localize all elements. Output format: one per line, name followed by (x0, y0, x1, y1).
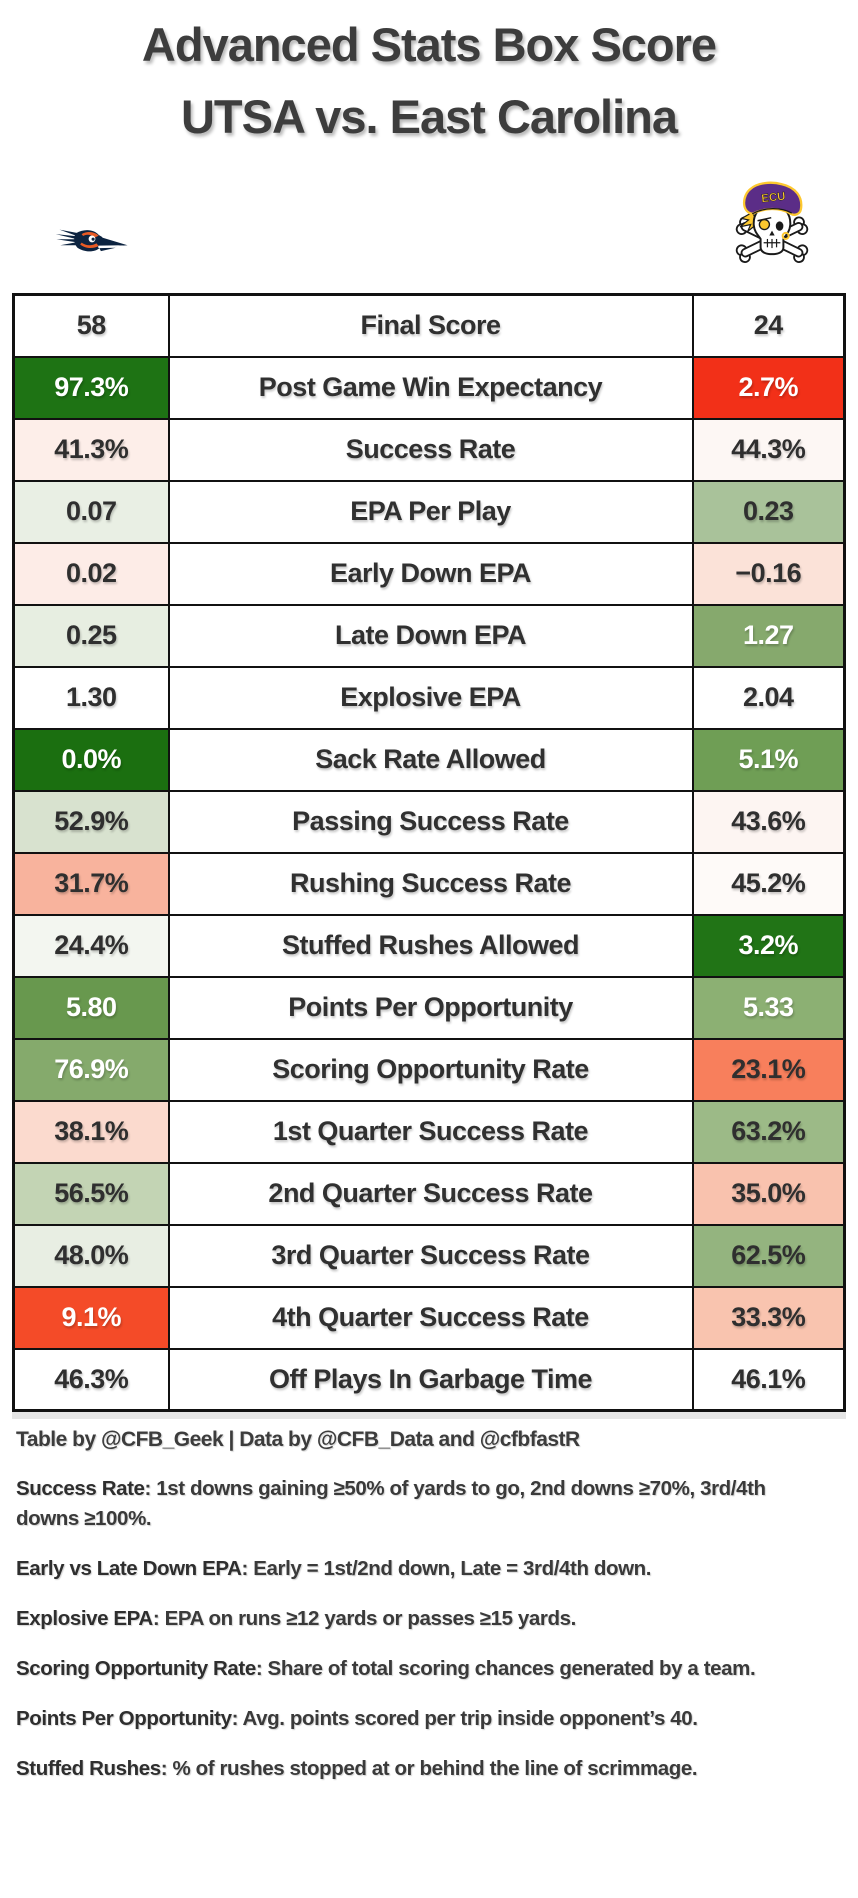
utsa-value-cell: 97.3% (12, 355, 170, 420)
utsa-value-cell: 9.1% (12, 1285, 170, 1350)
table-row: 58 Final Score 24 (12, 293, 846, 358)
footnote-text: : Share of total scoring chances generat… (255, 1657, 756, 1680)
table-row: 0.07 EPA Per Play 0.23 (12, 479, 846, 544)
footnote-text: : 1st downs gaining ≥50% of yards to go,… (16, 1477, 766, 1530)
table-row: 1.30 Explosive EPA 2.04 (12, 665, 846, 730)
utsa-value-cell: 5.80 (12, 975, 170, 1040)
stat-label-cell: 4th Quarter Success Rate (167, 1285, 694, 1350)
utsa-value-cell: 0.25 (12, 603, 170, 668)
footnote: Stuffed Rushes: % of rushes stopped at o… (16, 1754, 816, 1784)
stat-label-cell: 2nd Quarter Success Rate (167, 1161, 694, 1226)
utsa-value-cell: 1.30 (12, 665, 170, 730)
footnote-text: : % of rushes stopped at or behind the l… (160, 1757, 698, 1780)
ecu-value-cell: 43.6% (691, 789, 846, 854)
table-row: 24.4% Stuffed Rushes Allowed 3.2% (12, 913, 846, 978)
table-row: 76.9% Scoring Opportunity Rate 23.1% (12, 1037, 846, 1102)
footnote-text: : EPA on runs ≥12 yards or passes ≥15 ya… (152, 1607, 576, 1630)
stat-label-cell: Early Down EPA (167, 541, 694, 606)
page-title-line1: Advanced Stats Box Score (141, 18, 717, 71)
ecu-value-cell: 3.2% (691, 913, 846, 978)
ecu-value-cell: 63.2% (691, 1099, 846, 1164)
footnote: Success Rate: 1st downs gaining ≥50% of … (16, 1474, 816, 1534)
ecu-value-cell: 5.1% (691, 727, 846, 792)
utsa-value-cell: 0.07 (12, 479, 170, 544)
utsa-value-cell: 31.7% (12, 851, 170, 916)
stat-label-cell: Scoring Opportunity Rate (167, 1037, 694, 1102)
table-row: 46.3% Off Plays In Garbage Time 46.1% (12, 1347, 846, 1412)
ecu-value-cell: 2.7% (691, 355, 846, 420)
footnote-term: Early vs Late Down EPA (16, 1557, 242, 1580)
footnote-term: Success Rate (16, 1477, 145, 1500)
stat-label-cell: Late Down EPA (167, 603, 694, 668)
table-row: 38.1% 1st Quarter Success Rate 63.2% (12, 1099, 846, 1164)
footnote: Early vs Late Down EPA: Early = 1st/2nd … (16, 1554, 816, 1584)
footnotes: Success Rate: 1st downs gaining ≥50% of … (16, 1474, 816, 1784)
stat-label-cell: Success Rate (167, 417, 694, 482)
credit-line: Table by @CFB_Geek | Data by @CFB_Data a… (16, 1428, 580, 1451)
stat-label-cell: EPA Per Play (167, 479, 694, 544)
ecu-value-cell: 44.3% (691, 417, 846, 482)
footnote-text: : Avg. points scored per trip inside opp… (231, 1707, 698, 1730)
stat-label-cell: Post Game Win Expectancy (167, 355, 694, 420)
table-row: 56.5% 2nd Quarter Success Rate 35.0% (12, 1161, 846, 1226)
stat-label-cell: Points Per Opportunity (167, 975, 694, 1040)
ecu-value-cell: 35.0% (691, 1161, 846, 1226)
table-row: 31.7% Rushing Success Rate 45.2% (12, 851, 846, 916)
table-row: 41.3% Success Rate 44.3% (12, 417, 846, 482)
utsa-value-cell: 76.9% (12, 1037, 170, 1102)
table-row: 0.0% Sack Rate Allowed 5.1% (12, 727, 846, 792)
table-row: 5.80 Points Per Opportunity 5.33 (12, 975, 846, 1040)
footnote-term: Points Per Opportunity (16, 1707, 232, 1730)
stat-label-cell: Stuffed Rushes Allowed (167, 913, 694, 978)
stat-label-cell: Rushing Success Rate (167, 851, 694, 916)
stat-label-cell: Passing Success Rate (167, 789, 694, 854)
footnote-text: : Early = 1st/2nd down, Late = 3rd/4th d… (241, 1557, 652, 1580)
ecu-value-cell: 0.23 (691, 479, 846, 544)
ecu-value-cell: 46.1% (691, 1347, 846, 1412)
page-title-line2: UTSA vs. East Carolina (180, 90, 678, 143)
utsa-roadrunner-logo (55, 229, 128, 252)
advanced-stats-table: 58 Final Score 24 97.3% Post Game Win Expect… (12, 293, 846, 1412)
table-row: 9.1% 4th Quarter Success Rate 33.3% (12, 1285, 846, 1350)
utsa-value-cell: 56.5% (12, 1161, 170, 1226)
ecu-value-cell: −0.16 (691, 541, 846, 606)
stat-label-cell: Sack Rate Allowed (167, 727, 694, 792)
ecu-value-cell: 1.27 (691, 603, 846, 668)
utsa-value-cell: 48.0% (12, 1223, 170, 1288)
footnote: Scoring Opportunity Rate: Share of total… (16, 1654, 816, 1684)
stat-label-cell: Final Score (167, 293, 694, 358)
stat-label-cell: 3rd Quarter Success Rate (167, 1223, 694, 1288)
utsa-value-cell: 0.02 (12, 541, 170, 606)
footnote-term: Stuffed Rushes (16, 1757, 161, 1780)
utsa-value-cell: 52.9% (12, 789, 170, 854)
table-row: 0.02 Early Down EPA −0.16 (12, 541, 846, 606)
table-row: 0.25 Late Down EPA 1.27 (12, 603, 846, 668)
footnote: Points Per Opportunity: Avg. points scor… (16, 1704, 816, 1734)
ecu-value-cell: 23.1% (691, 1037, 846, 1102)
stat-label-cell: Off Plays In Garbage Time (167, 1347, 694, 1412)
stat-label-cell: 1st Quarter Success Rate (167, 1099, 694, 1164)
ecu-value-cell: 24 (691, 293, 846, 358)
stat-label-cell: Explosive EPA (167, 665, 694, 730)
ecu-pirate-logo: ECU (735, 181, 809, 263)
ecu-value-cell: 45.2% (691, 851, 846, 916)
table-row: 97.3% Post Game Win Expectancy 2.7% (12, 355, 846, 420)
utsa-value-cell: 41.3% (12, 417, 170, 482)
utsa-value-cell: 38.1% (12, 1099, 170, 1164)
team-logos-row: ECU (0, 180, 858, 266)
footnote-term: Scoring Opportunity Rate (16, 1657, 256, 1680)
footnote: Explosive EPA: EPA on runs ≥12 yards or … (16, 1604, 816, 1634)
ecu-value-cell: 5.33 (691, 975, 846, 1040)
table-row: 52.9% Passing Success Rate 43.6% (12, 789, 846, 854)
ecu-value-cell: 62.5% (691, 1223, 846, 1288)
utsa-value-cell: 0.0% (12, 727, 170, 792)
table-row: 48.0% 3rd Quarter Success Rate 62.5% (12, 1223, 846, 1288)
utsa-value-cell: 58 (12, 293, 170, 358)
utsa-value-cell: 24.4% (12, 913, 170, 978)
footnote-term: Explosive EPA (16, 1607, 153, 1630)
ecu-value-cell: 33.3% (691, 1285, 846, 1350)
ecu-value-cell: 2.04 (691, 665, 846, 730)
utsa-value-cell: 46.3% (12, 1347, 170, 1412)
svg-text:ECU: ECU (761, 191, 786, 205)
